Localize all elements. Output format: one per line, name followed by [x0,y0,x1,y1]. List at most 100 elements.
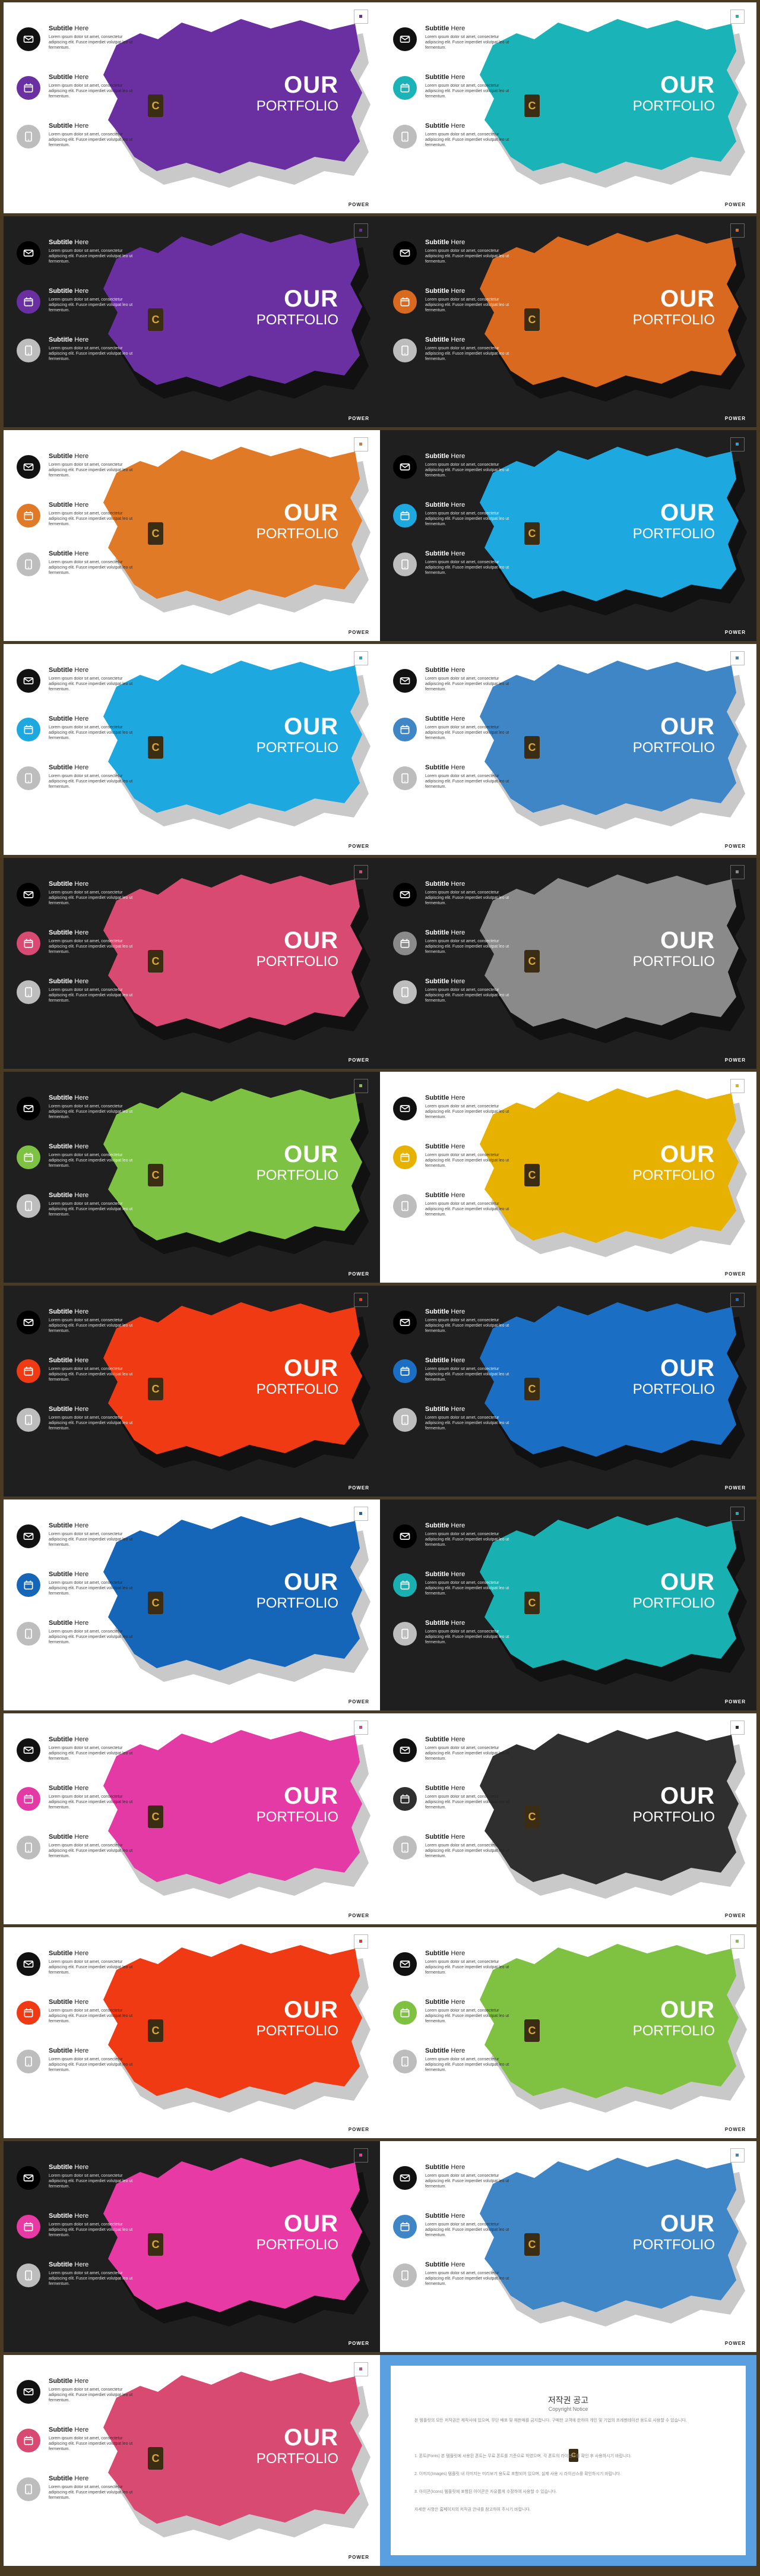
brand-logo: C [524,1378,540,1400]
feature-title-rest: Here [449,1406,466,1413]
heading-portfolio: PORTFOLIO [632,1167,715,1183]
corner-badge [354,10,368,24]
feature-body: Lorem ipsum dolor sit amet, consectetur … [425,1843,509,1858]
feature-item-3: Subtitle Here Lorem ipsum dolor sit amet… [17,1833,132,1875]
feature-item-2: Subtitle Here Lorem ipsum dolor sit amet… [17,715,132,757]
feature-title: Subtitle Here [425,1833,465,1841]
feature-title-bold: Subtitle [49,929,73,936]
heading-portfolio: PORTFOLIO [256,312,338,328]
feature-item-3: Subtitle Here Lorem ipsum dolor sit amet… [17,1192,132,1233]
feature-title-bold: Subtitle [49,715,73,722]
calendar-icon [17,1145,40,1169]
heading-portfolio: PORTFOLIO [256,1167,338,1183]
feature-title: Subtitle Here [425,25,465,32]
tablet-icon [393,766,417,790]
feature-title-bold: Subtitle [49,1620,73,1627]
feature-title: Subtitle Here [49,1357,88,1364]
feature-body: Lorem ipsum dolor sit amet, consectetur … [49,1581,133,1596]
feature-title-rest: Here [449,715,466,722]
heading-portfolio: PORTFOLIO [256,954,338,970]
feature-title-rest: Here [449,2164,466,2171]
feature-body: Lorem ipsum dolor sit amet, consectetur … [49,677,133,692]
feature-item-2: Subtitle Here Lorem ipsum dolor sit amet… [393,501,509,543]
feature-title-bold: Subtitle [425,880,449,888]
feature-body: Lorem ipsum dolor sit amet, consectetur … [425,132,509,147]
feature-title: Subtitle Here [49,715,88,722]
feature-title-bold: Subtitle [425,667,449,674]
feature-body: Lorem ipsum dolor sit amet, consectetur … [425,891,509,905]
calendar-icon [17,1573,40,1597]
heading-our: OUR [284,1569,338,1595]
feature-title-bold: Subtitle [49,1357,73,1364]
feature-title-rest: Here [449,550,466,557]
feature-title: Subtitle Here [49,1620,88,1627]
heading-portfolio: PORTFOLIO [256,2237,338,2253]
feature-item-1: Subtitle Here Lorem ipsum dolor sit amet… [393,25,509,67]
calendar-icon [393,76,417,100]
feature-body: Lorem ipsum dolor sit amet, consectetur … [425,988,509,1003]
heading-portfolio: PORTFOLIO [632,1381,715,1397]
feature-item-2: Subtitle Here Lorem ipsum dolor sit amet… [17,2426,132,2468]
brand-logo: C [524,1592,540,1614]
mail-icon [17,27,40,51]
heading-our: OUR [284,72,338,98]
feature-title-bold: Subtitle [49,501,73,509]
feature-title-rest: Here [72,25,89,32]
feature-body: Lorem ipsum dolor sit amet, consectetur … [49,132,133,147]
heading-portfolio: PORTFOLIO [632,98,715,114]
feature-item-3: Subtitle Here Lorem ipsum dolor sit amet… [17,2475,132,2517]
feature-title: Subtitle Here [425,74,465,81]
feature-title: Subtitle Here [425,501,465,509]
heading-portfolio: PORTFOLIO [256,2451,338,2467]
feature-title-rest: Here [72,1094,89,1101]
feature-title: Subtitle Here [49,1094,88,1101]
feature-item-3: Subtitle Here Lorem ipsum dolor sit amet… [393,1192,509,1233]
brush-shape [103,1730,370,1899]
feature-title: Subtitle Here [425,1406,465,1413]
feature-title: Subtitle Here [49,1522,88,1529]
feature-body: Lorem ipsum dolor sit amet, consectetur … [49,774,133,789]
feature-item-1: Subtitle Here Lorem ipsum dolor sit amet… [393,239,509,280]
mail-icon [17,883,40,907]
calendar-icon [17,932,40,955]
feature-body: Lorem ipsum dolor sit amet, consectetur … [49,2436,133,2451]
feature-title-rest: Here [72,2164,89,2171]
portfolio-slide-2: C OUR PORTFOLIO POWER Subtitle Here Lore… [380,2,756,213]
feature-item-2: Subtitle Here Lorem ipsum dolor sit amet… [17,501,132,543]
feature-title: Subtitle Here [49,978,88,985]
slide-headline: OUR PORTFOLIO [256,500,338,543]
tablet-icon [393,1836,417,1860]
feature-body: Lorem ipsum dolor sit amet, consectetur … [49,1202,133,1217]
feature-item-2: Subtitle Here Lorem ipsum dolor sit amet… [393,2212,509,2254]
mail-icon [393,1952,417,1976]
heading-portfolio: PORTFOLIO [632,2023,715,2039]
feature-title-rest: Here [72,2212,89,2220]
feature-title-bold: Subtitle [49,25,73,32]
brush-shape [103,661,370,829]
feature-title-bold: Subtitle [425,1143,449,1150]
feature-title-rest: Here [449,1522,466,1529]
brush-shape [480,1516,747,1685]
feature-title-bold: Subtitle [49,122,73,130]
feature-title-bold: Subtitle [425,550,449,557]
feature-title-bold: Subtitle [49,453,73,460]
feature-title: Subtitle Here [49,1950,88,1957]
feature-item-3: Subtitle Here Lorem ipsum dolor sit amet… [17,2047,132,2089]
brand-logo: C [524,1805,540,1828]
feature-item-2: Subtitle Here Lorem ipsum dolor sit amet… [17,1571,132,1612]
corner-badge [730,1507,745,1521]
brush-shape [480,1302,747,1471]
mail-icon [17,1738,40,1762]
calendar-icon [393,932,417,955]
feature-body: Lorem ipsum dolor sit amet, consectetur … [49,1532,133,1547]
feature-title-rest: Here [72,880,89,888]
feature-title-bold: Subtitle [425,1785,449,1792]
feature-title-rest: Here [72,122,89,130]
heading-portfolio: PORTFOLIO [632,1595,715,1611]
tablet-icon [17,1622,40,1646]
feature-body: Lorem ipsum dolor sit amet, consectetur … [425,1104,509,1119]
feature-body: Lorem ipsum dolor sit amet, consectetur … [49,1795,133,1810]
feature-body: Lorem ipsum dolor sit amet, consectetur … [425,346,509,361]
brush-shape [480,447,747,615]
feature-item-2: Subtitle Here Lorem ipsum dolor sit amet… [393,1785,509,1826]
